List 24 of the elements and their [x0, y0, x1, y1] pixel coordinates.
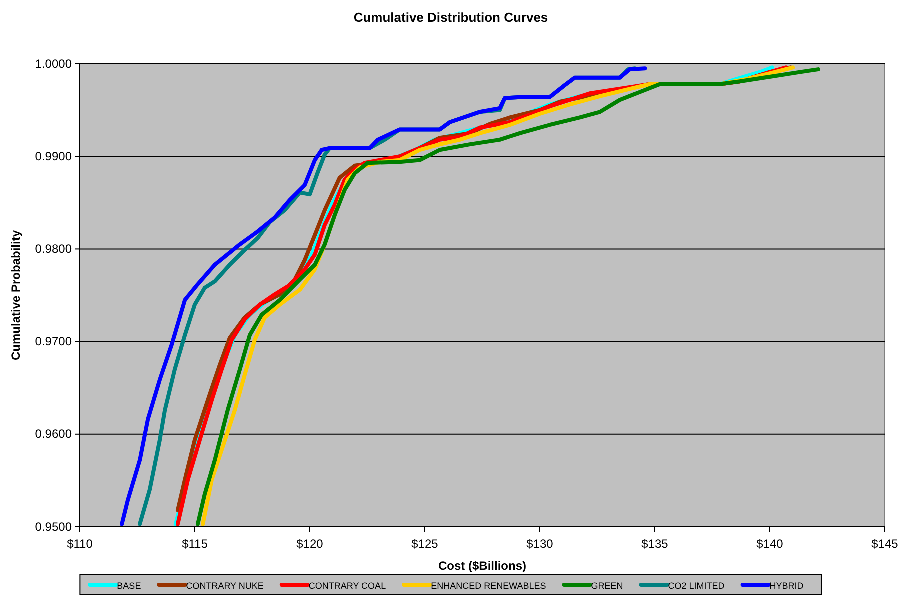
- x-tick-label: $140: [756, 537, 784, 552]
- x-tick-label: $120: [296, 537, 324, 552]
- y-tick-label: 0.9900: [35, 149, 72, 164]
- y-axis-title: Cumulative Probability: [9, 230, 23, 361]
- x-tick-label: $135: [642, 537, 669, 552]
- legend-label: ENHANCED RENEWABLES: [431, 581, 546, 591]
- x-tick-label: $110: [67, 537, 94, 552]
- x-tick-label: $125: [412, 537, 439, 552]
- x-axis-title: Cost ($Billions): [438, 559, 527, 573]
- legend-label: CONTRARY NUKE: [186, 581, 264, 591]
- y-tick-label: 0.9500: [35, 520, 72, 534]
- legend-label: CONTRARY COAL: [308, 581, 386, 591]
- x-tick-label: $115: [182, 537, 208, 552]
- legend-label: CO2 LIMITED: [668, 581, 726, 591]
- x-tick-label: $145: [872, 537, 899, 552]
- y-tick-label: 1.0000: [35, 56, 72, 71]
- legend-label: GREEN: [591, 581, 624, 591]
- y-tick-label: 0.9700: [35, 334, 72, 349]
- y-tick-label: 0.9800: [35, 242, 72, 256]
- legend-label: HYBRID: [770, 581, 804, 591]
- chart-title: Cumulative Distribution Curves: [354, 10, 548, 25]
- y-tick-label: 0.9600: [35, 427, 72, 442]
- x-tick-label: $130: [526, 537, 554, 552]
- legend-label: BASE: [117, 581, 142, 591]
